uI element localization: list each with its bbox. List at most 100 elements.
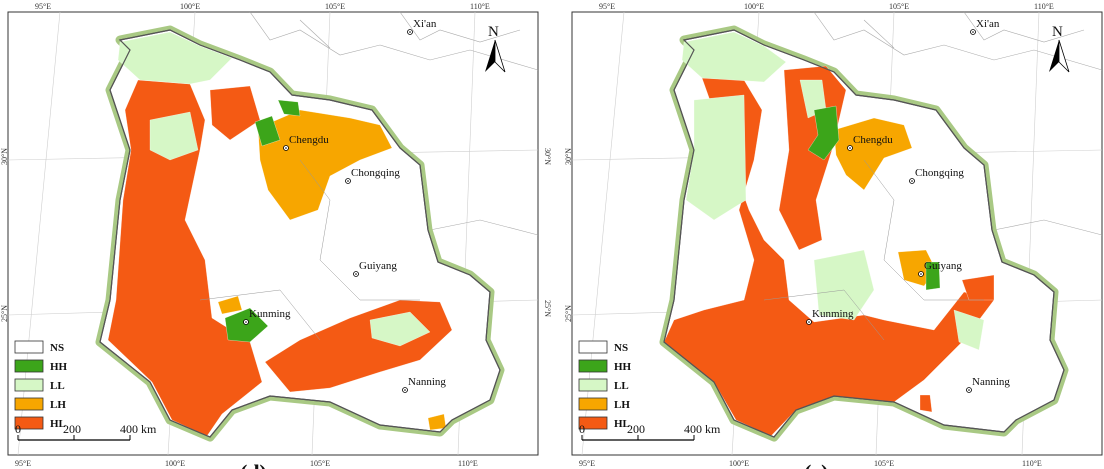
panel-label: (e) (804, 460, 828, 469)
city-marker-dot (355, 273, 357, 275)
legend-swatch (14, 397, 44, 411)
longitude-label: 105°E (889, 2, 909, 11)
city-label: Xi'an (976, 18, 1000, 30)
longitude-label: 105°E (310, 459, 330, 468)
city-marker-dot (245, 321, 247, 323)
city-marker-dot (968, 389, 970, 391)
cluster-region (217, 295, 243, 315)
north-label: N (488, 24, 499, 40)
city-label: Guiyang (359, 260, 397, 272)
city-label: Chengdu (853, 134, 893, 146)
legend-label: HL (614, 418, 630, 430)
north-arrow (1049, 40, 1059, 72)
city-marker-dot (808, 321, 810, 323)
longitude-label: 95°E (579, 459, 595, 468)
north-arrow (1058, 39, 1070, 73)
legend-swatch (578, 397, 608, 411)
longitude-label: 110°E (1022, 459, 1042, 468)
longitude-label: 105°E (325, 2, 345, 11)
city-label: Chongqing (915, 167, 964, 179)
longitude-label: 95°E (15, 459, 31, 468)
city-label: Xi'an (413, 18, 437, 30)
cluster-region (369, 311, 431, 347)
city-marker-dot (920, 273, 922, 275)
north-arrow (494, 39, 506, 73)
longitude-label: 100°E (165, 459, 185, 468)
cluster-region (254, 115, 281, 147)
legend-swatch (14, 340, 44, 354)
city-marker-dot (911, 180, 913, 182)
city-marker-dot (409, 31, 411, 33)
city-marker-dot (972, 31, 974, 33)
legend-label: NS (614, 342, 628, 354)
legend-swatch (578, 359, 608, 373)
cluster-region (107, 79, 263, 437)
legend-swatch (578, 340, 608, 354)
boundary-line (299, 19, 331, 49)
boundary-line (863, 19, 895, 49)
study-region-outline (663, 29, 1065, 438)
latitude-label: 30°N (564, 148, 573, 165)
cluster-region (209, 85, 261, 141)
cluster-region (224, 307, 269, 343)
city-marker-dot (347, 180, 349, 182)
boundary-line (399, 11, 521, 43)
legend-swatch (578, 378, 608, 392)
longitude-label: 110°E (458, 459, 478, 468)
legend-swatch (14, 378, 44, 392)
panel-label: (d) (240, 460, 267, 469)
scale-label: 0 (15, 422, 21, 436)
latitude-label: 25°N (564, 305, 573, 322)
legend-label: HH (614, 361, 632, 373)
latitude-label: 25°N (543, 300, 552, 317)
province-boundary (199, 289, 321, 341)
legend-label: LH (50, 399, 66, 411)
legend-label: LL (614, 380, 629, 392)
latitude-label: 30°N (543, 148, 552, 165)
cluster-region (681, 31, 787, 83)
longitude-label: 95°E (35, 2, 51, 11)
scale-label: 200 (627, 422, 645, 436)
longitude-label: 100°E (729, 459, 749, 468)
legend-swatch (14, 416, 44, 430)
city-label: Kunming (812, 308, 854, 320)
boundary-line (963, 11, 1085, 43)
north-label: N (1052, 24, 1063, 40)
longitude-label: 110°E (470, 2, 490, 11)
cluster-region (961, 274, 995, 301)
cluster-region (807, 105, 840, 161)
boundary-line (429, 219, 539, 236)
cluster-region (813, 249, 875, 321)
cluster-region (427, 413, 447, 431)
city-marker-dot (285, 147, 287, 149)
city-label: Chengdu (289, 134, 329, 146)
cluster-region (685, 94, 747, 221)
study-region-outline (99, 29, 501, 438)
longitude-label: 105°E (874, 459, 894, 468)
boundary-line (993, 219, 1103, 236)
city-label: Nanning (972, 376, 1010, 388)
cluster-region (919, 394, 933, 413)
boundary-line (813, 11, 1103, 71)
longitude-label: 100°E (180, 2, 200, 11)
latitude-label: 30°N (0, 148, 9, 165)
cluster-region (149, 111, 199, 161)
city-label: Guiyang (924, 260, 962, 272)
cluster-region (953, 309, 985, 351)
map-panel: Xi'an Chengdu Chongqing Guiyang Kunming Nanni… (0, 2, 552, 469)
scale-label: 400 km (684, 422, 721, 436)
latitude-label: 25°N (0, 305, 9, 322)
legend-swatch (14, 359, 44, 373)
map-panel: Xi'an Chengdu Chongqing Guiyang Kunming Nanni… (564, 2, 1103, 469)
cluster-region (277, 99, 301, 117)
legend-label: HL (50, 418, 66, 430)
longitude-label: 110°E (1034, 2, 1054, 11)
legend-swatch (578, 416, 608, 430)
longitude-label: 95°E (599, 2, 615, 11)
province-boundary (863, 159, 984, 301)
cluster-region (257, 109, 393, 221)
scale-label: 0 (579, 422, 585, 436)
city-marker-dot (404, 389, 406, 391)
city-marker-dot (849, 147, 851, 149)
